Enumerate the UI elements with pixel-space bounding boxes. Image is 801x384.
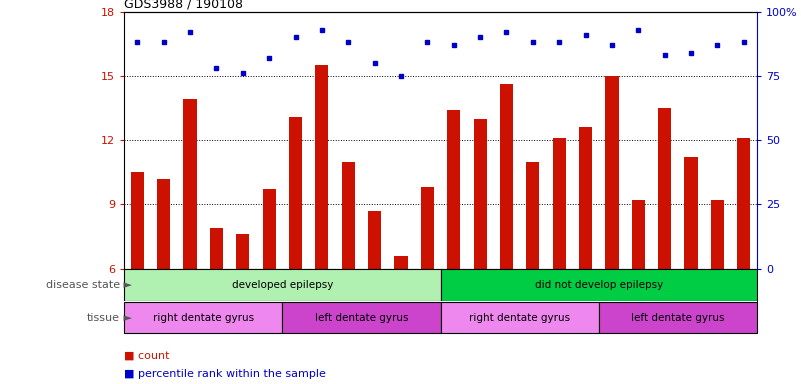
Bar [553,138,566,384]
Bar [157,179,171,384]
Bar [684,157,698,384]
Bar [500,84,513,384]
Bar [342,162,355,384]
Bar [183,99,197,384]
Bar [526,162,539,384]
Bar [421,187,434,384]
Bar [368,211,381,384]
Bar [473,119,487,384]
Text: ■ count: ■ count [124,350,170,360]
Text: left dentate gyrus: left dentate gyrus [315,313,409,323]
Text: left dentate gyrus: left dentate gyrus [631,313,725,323]
Text: did not develop epilepsy: did not develop epilepsy [534,280,663,290]
Bar [124,302,282,333]
Bar [124,270,441,301]
Bar [282,302,441,333]
Bar [236,235,249,384]
Text: ►: ► [120,313,132,323]
Bar [737,138,751,384]
Text: right dentate gyrus: right dentate gyrus [469,313,570,323]
Text: disease state: disease state [46,280,120,290]
Bar [598,302,757,333]
Text: GDS3988 / 190108: GDS3988 / 190108 [124,0,244,10]
Bar [289,117,302,384]
Bar [210,228,223,384]
Bar [316,65,328,384]
Text: tissue: tissue [87,313,120,323]
Bar [131,172,144,384]
Bar [263,189,276,384]
Bar [579,127,592,384]
Text: right dentate gyrus: right dentate gyrus [153,313,254,323]
Text: ■ percentile rank within the sample: ■ percentile rank within the sample [124,369,326,379]
Bar [710,200,724,384]
Text: developed epilepsy: developed epilepsy [231,280,333,290]
Bar [658,108,671,384]
Text: ►: ► [120,280,132,290]
Bar [441,302,598,333]
Bar [447,110,461,384]
Bar [632,200,645,384]
Bar [394,256,408,384]
Bar [441,270,757,301]
Bar [606,76,618,384]
